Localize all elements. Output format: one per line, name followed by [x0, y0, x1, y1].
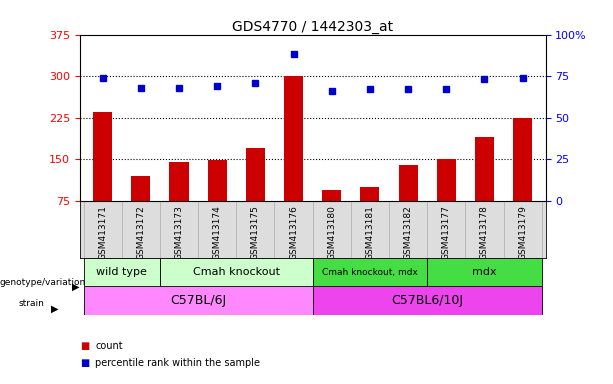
Bar [160, 258, 313, 286]
Text: GSM413173: GSM413173 [175, 205, 183, 260]
Text: GSM413180: GSM413180 [327, 205, 336, 260]
Bar [169, 162, 189, 201]
Bar [208, 160, 227, 201]
Text: GSM413172: GSM413172 [136, 205, 145, 260]
Text: ▶: ▶ [72, 282, 80, 292]
Title: GDS4770 / 1442303_at: GDS4770 / 1442303_at [232, 20, 393, 33]
Text: ■: ■ [80, 341, 89, 351]
Text: GSM413182: GSM413182 [403, 205, 413, 260]
Text: GSM413177: GSM413177 [442, 205, 451, 260]
Text: GSM413178: GSM413178 [480, 205, 489, 260]
Text: GSM413179: GSM413179 [518, 205, 527, 260]
Text: wild type: wild type [96, 267, 147, 277]
Text: GSM413171: GSM413171 [98, 205, 107, 260]
Text: GSM413181: GSM413181 [365, 205, 375, 260]
Bar [83, 286, 313, 315]
Bar [398, 165, 417, 201]
Text: mdx: mdx [472, 267, 497, 277]
Text: GSM413176: GSM413176 [289, 205, 298, 260]
Text: count: count [95, 341, 123, 351]
Bar [360, 187, 379, 201]
Bar [284, 76, 303, 201]
Text: GSM413174: GSM413174 [213, 205, 222, 260]
Text: ■: ■ [80, 358, 89, 368]
Text: Cmah knockout, mdx: Cmah knockout, mdx [322, 268, 418, 276]
Text: ▶: ▶ [51, 303, 58, 313]
Text: percentile rank within the sample: percentile rank within the sample [95, 358, 260, 368]
Text: C57BL6/10J: C57BL6/10J [391, 294, 463, 307]
Bar [83, 258, 160, 286]
Text: Cmah knockout: Cmah knockout [192, 267, 280, 277]
Bar [513, 118, 532, 201]
Bar [313, 286, 542, 315]
Bar [436, 159, 456, 201]
Text: GSM413175: GSM413175 [251, 205, 260, 260]
Bar [246, 148, 265, 201]
Bar [131, 176, 150, 201]
Bar [322, 190, 341, 201]
Bar [313, 258, 427, 286]
Text: genotype/variation: genotype/variation [0, 278, 86, 287]
Bar [93, 112, 112, 201]
Bar [475, 137, 494, 201]
Text: C57BL/6J: C57BL/6J [170, 294, 226, 307]
Text: strain: strain [18, 299, 44, 308]
Bar [427, 258, 542, 286]
